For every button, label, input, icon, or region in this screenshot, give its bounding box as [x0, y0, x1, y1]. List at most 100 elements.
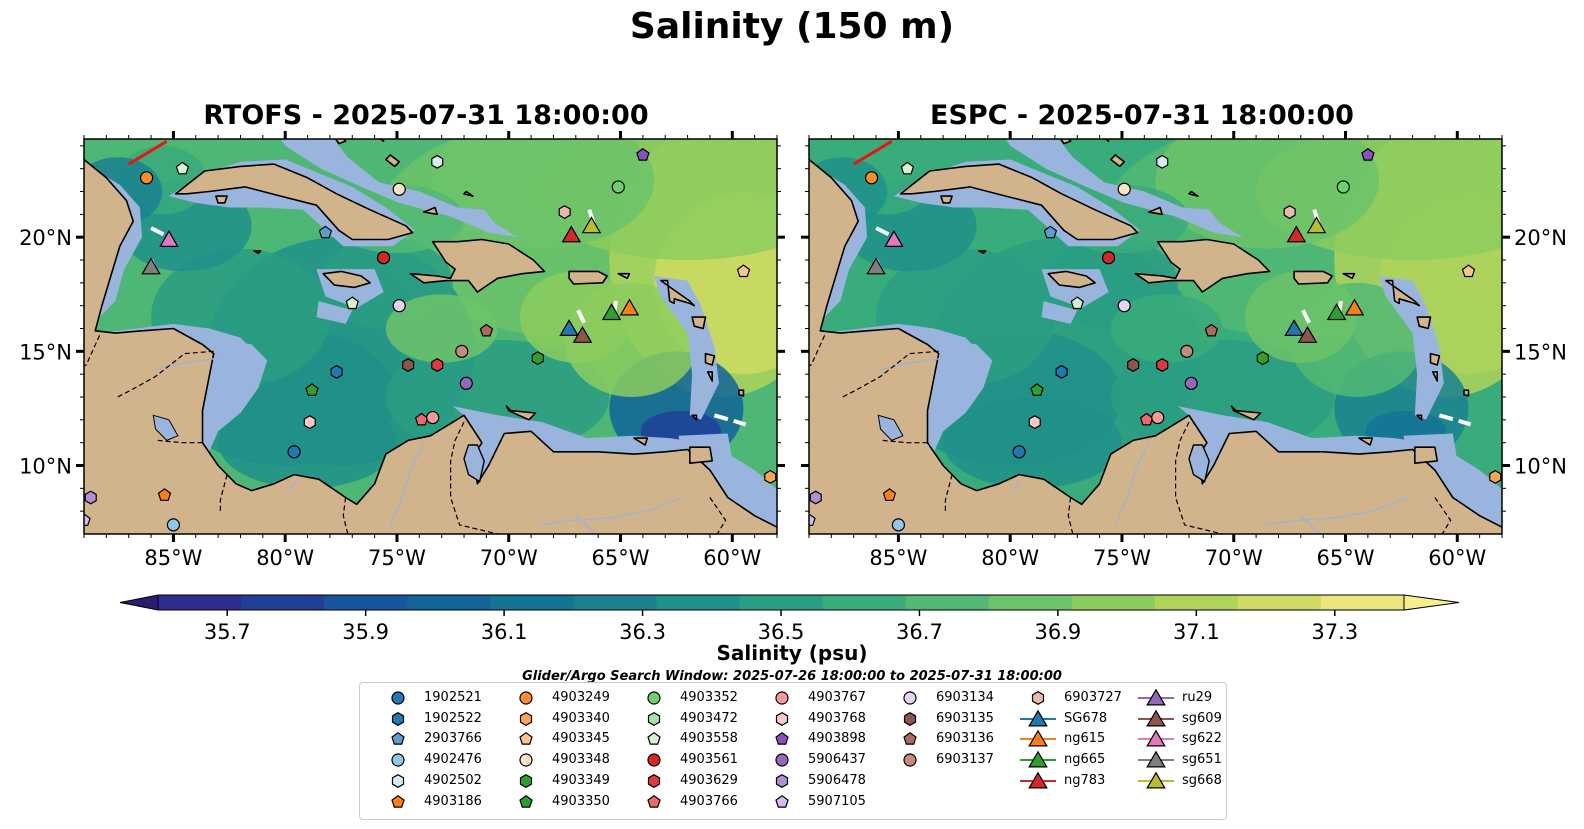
- legend-marker-hexagon-icon[interactable]: [519, 711, 533, 726]
- platform-4903629[interactable]: [431, 358, 444, 372]
- platform-5906437[interactable]: [459, 376, 473, 390]
- legend-marker-hexagon-icon[interactable]: [903, 711, 917, 726]
- platform-4903348[interactable]: [1117, 182, 1131, 196]
- legend-marker-circle-icon[interactable]: [519, 753, 533, 767]
- platform-4902476[interactable]: [166, 518, 181, 532]
- platform-4903352[interactable]: [1336, 180, 1350, 194]
- platform-4902476[interactable]: [891, 518, 906, 532]
- legend-marker-pentagon-icon[interactable]: [903, 732, 917, 746]
- platform-ng665[interactable]: [1326, 303, 1347, 321]
- platform-6903135[interactable]: [402, 358, 415, 372]
- platform-4903352[interactable]: [611, 180, 625, 194]
- legend-marker-hexagon-icon[interactable]: [1031, 691, 1045, 705]
- legend-marker-pentagon-icon[interactable]: [647, 794, 661, 808]
- legend-marker-pentagon-icon[interactable]: [391, 794, 405, 808]
- platform-6903137[interactable]: [455, 344, 469, 358]
- platform-sg622[interactable]: [884, 229, 904, 247]
- platform-4903561[interactable]: [376, 251, 391, 265]
- platform-4903186[interactable]: [882, 488, 897, 501]
- legend-marker-circle-icon[interactable]: [519, 691, 533, 705]
- platform-1902521[interactable]: [287, 445, 301, 459]
- platform-6903134[interactable]: [392, 299, 406, 313]
- platform-ng615[interactable]: [1344, 298, 1365, 316]
- platform-2903766[interactable]: [318, 225, 333, 239]
- map-panel-espc[interactable]: 85°W 80°W 75°W 70°W 65°W 60°W 20°N 15°N 10°N: [518, 55, 1584, 570]
- legend-marker-hexagon-icon[interactable]: [647, 773, 661, 788]
- platform-4903345[interactable]: [736, 264, 751, 278]
- platform-5906478[interactable]: [84, 490, 97, 505]
- platform-ng665[interactable]: [601, 303, 622, 321]
- platform-sg622[interactable]: [159, 229, 179, 247]
- platform-5907105[interactable]: [78, 513, 91, 527]
- legend-marker-triangle-icon[interactable]: [1146, 709, 1166, 727]
- platform-sg651[interactable]: [141, 257, 161, 275]
- platform-4903350[interactable]: [1030, 383, 1044, 396]
- platform-4903767[interactable]: [426, 410, 440, 425]
- platform-4903558[interactable]: [900, 161, 915, 175]
- platform-6903136[interactable]: [1204, 323, 1219, 337]
- legend-marker-pentagon-icon[interactable]: [775, 794, 789, 808]
- legend-marker-pentagon-icon[interactable]: [775, 732, 789, 746]
- platform-1902522[interactable]: [330, 364, 343, 379]
- platform-4903340[interactable]: [1489, 469, 1502, 484]
- platform-5906478[interactable]: [809, 490, 822, 505]
- platform-4903768[interactable]: [303, 415, 316, 430]
- legend-marker-circle-icon[interactable]: [775, 691, 789, 705]
- platform-4903350[interactable]: [305, 383, 319, 396]
- legend-marker-pentagon-icon[interactable]: [519, 732, 533, 746]
- legend-marker-triangle-icon[interactable]: [1028, 750, 1048, 768]
- legend-marker-hexagon-icon[interactable]: [391, 773, 405, 788]
- legend-marker-circle-icon[interactable]: [647, 753, 661, 767]
- platform-ng783[interactable]: [561, 225, 582, 243]
- legend-marker-triangle-icon[interactable]: [1028, 709, 1048, 727]
- platform-6903134[interactable]: [1117, 299, 1131, 313]
- legend-marker-hexagon-icon[interactable]: [647, 711, 661, 726]
- legend-marker-triangle-icon[interactable]: [1146, 771, 1166, 789]
- platform-4903348[interactable]: [392, 182, 406, 196]
- platform-4902502[interactable]: [431, 154, 444, 169]
- platform-ng783[interactable]: [1286, 225, 1307, 243]
- legend-marker-triangle-icon[interactable]: [1146, 729, 1166, 747]
- legend-marker-triangle-icon[interactable]: [1028, 729, 1048, 747]
- legend-marker-triangle-icon[interactable]: [1146, 688, 1166, 706]
- platform-4903767[interactable]: [1151, 410, 1165, 425]
- platform-sg668[interactable]: [581, 216, 602, 234]
- platform-1902522[interactable]: [1055, 364, 1068, 379]
- platform-6903137[interactable]: [1180, 344, 1194, 358]
- platform-sg609[interactable]: [572, 325, 593, 343]
- platform-6903727[interactable]: [558, 205, 571, 220]
- platform-SG678[interactable]: [1284, 319, 1304, 336]
- platform-sg651[interactable]: [866, 257, 886, 275]
- legend-marker-circle-icon[interactable]: [903, 691, 917, 705]
- platform-4903768[interactable]: [1028, 415, 1041, 430]
- platform-2903766[interactable]: [1043, 225, 1058, 239]
- platform-4903349[interactable]: [531, 351, 544, 366]
- legend-marker-circle-icon[interactable]: [775, 753, 789, 767]
- platform-6903135[interactable]: [1127, 358, 1140, 372]
- platform-4903340[interactable]: [764, 469, 777, 484]
- platform-4903558[interactable]: [175, 161, 190, 175]
- legend-marker-pentagon-icon[interactable]: [647, 732, 661, 746]
- platform-1902521[interactable]: [1012, 445, 1026, 459]
- platform-4903345[interactable]: [1461, 264, 1476, 278]
- platform-4903558[interactable]: [345, 296, 359, 310]
- legend-marker-triangle-icon[interactable]: [1146, 750, 1166, 768]
- legend-marker-circle-icon[interactable]: [391, 753, 405, 767]
- platform-4903561[interactable]: [1101, 251, 1116, 265]
- platform-4902502[interactable]: [1156, 154, 1169, 169]
- platform-4903186[interactable]: [157, 488, 172, 501]
- platform-ng615[interactable]: [619, 298, 640, 316]
- legend-marker-circle-icon[interactable]: [647, 691, 661, 705]
- platform-4903898[interactable]: [1361, 147, 1375, 161]
- legend-marker-circle-icon[interactable]: [903, 753, 917, 767]
- legend-marker-triangle-icon[interactable]: [1028, 771, 1048, 789]
- platform-4903249[interactable]: [864, 171, 879, 185]
- map-panel-rtofs[interactable]: 85°W 80°W 75°W 70°W 65°W 60°W 20°N 15°N 10°N: [0, 55, 1135, 570]
- platform-4903629[interactable]: [1156, 358, 1169, 372]
- platform-SG678[interactable]: [559, 319, 579, 336]
- platform-sg668[interactable]: [1306, 216, 1327, 234]
- platform-6903727[interactable]: [1283, 205, 1296, 220]
- legend-marker-hexagon-icon[interactable]: [775, 773, 789, 788]
- platform-4903249[interactable]: [139, 171, 154, 185]
- legend-marker-hexagon-icon[interactable]: [519, 773, 533, 788]
